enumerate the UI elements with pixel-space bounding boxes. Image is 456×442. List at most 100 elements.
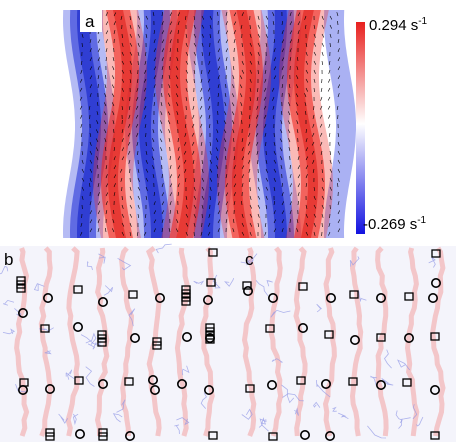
velocity-arrow (319, 132, 323, 137)
velocity-arrow (153, 93, 156, 98)
velocity-arrow (215, 156, 219, 161)
velocity-arrow (97, 192, 100, 197)
velocity-arrow (153, 201, 156, 206)
velocity-arrow (225, 30, 229, 35)
velocity-arrow (193, 213, 196, 218)
velocity-arrow (161, 30, 165, 35)
velocity-arrow (135, 123, 139, 128)
velocity-arrow (313, 24, 316, 29)
velocity-arrow (207, 96, 211, 101)
velocity-arrow (297, 200, 299, 206)
vorticity-streak (199, 246, 215, 437)
velocity-arrow (289, 192, 293, 197)
velocity-arrow (144, 105, 147, 110)
velocity-arrow (192, 114, 195, 119)
square-marker (268, 432, 278, 441)
velocity-arrow (264, 78, 267, 83)
velocity-arrow (241, 69, 245, 74)
velocity-arrow (241, 42, 243, 48)
velocity-arrow (233, 39, 236, 44)
velocity-arrow (121, 213, 125, 218)
velocity-arrow (113, 210, 115, 215)
velocity-arrow (79, 87, 83, 92)
velocity-arrow (328, 231, 331, 236)
contour-line (282, 393, 304, 402)
contour-line (200, 392, 207, 409)
circle-marker (349, 334, 360, 345)
velocity-arrow (265, 159, 268, 164)
velocity-arrow (240, 102, 243, 107)
velocity-arrow (121, 60, 125, 65)
square-marker (431, 249, 441, 258)
circle-marker (267, 292, 278, 303)
velocity-arrow (121, 87, 124, 92)
velocity-arrow (95, 147, 99, 152)
velocity-arrow (256, 150, 259, 155)
velocity-arrow (313, 195, 316, 200)
velocity-arrow (257, 195, 261, 200)
velocity-arrow (193, 42, 197, 47)
velocity-arrow (321, 33, 325, 38)
velocity-arrow (217, 11, 219, 17)
velocity-arrow (169, 65, 171, 71)
contour-line (332, 406, 337, 412)
velocity-arrow (255, 123, 259, 128)
velocity-arrow (208, 51, 211, 56)
velocity-arrow (89, 57, 93, 62)
velocity-arrow (193, 60, 196, 65)
contour-line (72, 413, 79, 426)
velocity-arrow (129, 222, 132, 227)
velocity-arrow (79, 105, 83, 110)
velocity-arrow (135, 105, 139, 110)
velocity-arrow (304, 93, 307, 98)
velocity-arrow (289, 201, 292, 206)
velocity-arrow (152, 12, 155, 17)
velocity-arrow (265, 33, 268, 38)
velocity-arrow (121, 96, 124, 101)
contour-line (224, 277, 235, 287)
velocity-arrow (176, 120, 179, 125)
velocity-arrow (193, 51, 196, 56)
circle-marker (73, 321, 84, 332)
vorticity-streak (375, 246, 389, 437)
velocity-arrow (248, 132, 251, 137)
blue-band-center (77, 10, 101, 238)
velocity-arrow (97, 210, 101, 215)
velocity-arrow (105, 74, 107, 80)
velocity-arrow (233, 183, 237, 188)
velocity-arrow (127, 141, 131, 146)
red-band-center (108, 10, 132, 238)
velocity-arrow (280, 129, 283, 134)
contour-line (155, 243, 172, 254)
velocity-arrow (288, 84, 291, 89)
square-marker (296, 376, 306, 385)
velocity-arrow (225, 12, 228, 17)
velocity-arrow (288, 147, 291, 152)
velocity-arrow (337, 141, 340, 146)
square-marker (298, 282, 308, 291)
velocity-arrow (241, 174, 244, 179)
contour-line (103, 285, 113, 296)
velocity-arrow (105, 56, 107, 62)
square-marker (40, 324, 50, 333)
velocity-arrow (281, 75, 284, 80)
velocity-arrow (313, 33, 316, 38)
velocity-arrow (176, 57, 179, 62)
velocity-arrow (97, 66, 100, 71)
velocity-arrow (272, 12, 275, 17)
velocity-arrow (257, 15, 260, 20)
velocity-arrows-a (79, 11, 341, 237)
velocity-arrow (287, 120, 291, 125)
vorticity-streak (174, 247, 190, 437)
contour-line (258, 418, 267, 428)
velocity-arrow (193, 24, 196, 29)
velocity-arrow (313, 87, 315, 93)
velocity-arrow (193, 177, 195, 182)
contour-line (241, 408, 253, 420)
velocity-arrow (111, 84, 115, 89)
velocity-arrow (97, 57, 100, 62)
contour-line (128, 308, 136, 327)
velocity-arrow (192, 150, 195, 155)
velocity-arrow (249, 114, 251, 120)
velocity-arrow (144, 222, 147, 227)
